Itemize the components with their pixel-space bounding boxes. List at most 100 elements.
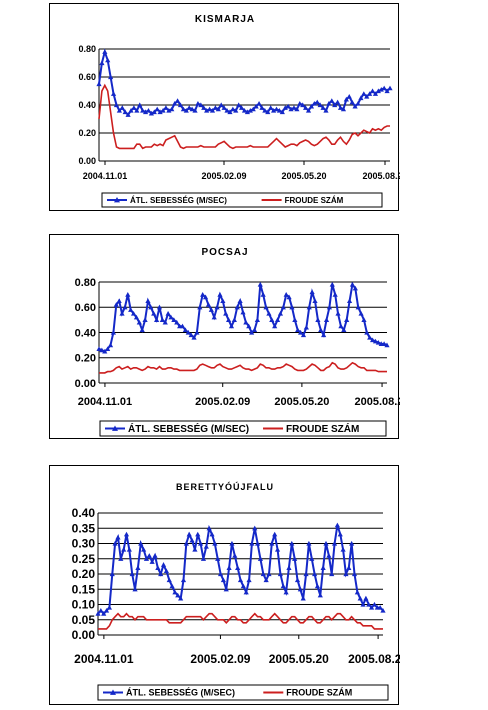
data-point xyxy=(137,102,143,108)
data-point xyxy=(234,304,240,310)
x-tick-label: 2005.05.20 xyxy=(274,396,329,408)
y-tick-label: 0.40 xyxy=(72,506,96,520)
data-point xyxy=(128,307,134,312)
legend-box xyxy=(97,684,389,701)
data-point xyxy=(162,319,168,325)
data-point xyxy=(102,348,108,354)
data-point xyxy=(175,592,181,598)
x-tick-label: 2005.02.09 xyxy=(201,171,246,181)
data-point xyxy=(251,327,258,333)
data-point xyxy=(371,601,378,607)
data-point xyxy=(125,112,131,117)
data-point xyxy=(232,553,238,558)
y-tick-label: 0.25 xyxy=(72,552,96,566)
data-point xyxy=(119,310,125,316)
series-line-velocity xyxy=(98,282,388,353)
data-point xyxy=(257,556,264,561)
data-point xyxy=(217,292,223,297)
data-point xyxy=(295,327,301,333)
data-point xyxy=(96,81,102,87)
data-point xyxy=(364,329,370,335)
data-point xyxy=(166,577,172,583)
data-point xyxy=(320,565,326,570)
data-point xyxy=(215,556,221,561)
data-point xyxy=(223,310,229,316)
data-point xyxy=(252,525,258,531)
data-point xyxy=(143,556,150,561)
data-point xyxy=(254,317,260,322)
data-point xyxy=(96,346,102,351)
data-point xyxy=(106,604,112,610)
y-tick-label: 0.40 xyxy=(78,100,96,110)
data-point xyxy=(151,310,157,316)
data-point xyxy=(204,108,210,113)
chart-svg-berettyoujfalu: BERETTYÓÚJFALU0.000.050.100.150.200.250.… xyxy=(72,481,400,701)
chart-svg-pocsaj: POCSAJ 0.00 0.20 0.40 0.60 0.80 2004.11.01 2005… xyxy=(75,247,400,437)
data-point xyxy=(197,304,203,310)
data-point xyxy=(168,314,174,320)
data-point xyxy=(283,589,289,595)
data-point xyxy=(351,571,358,577)
data-point xyxy=(332,292,338,297)
data-point xyxy=(269,317,275,322)
data-point xyxy=(189,537,195,543)
data-point xyxy=(277,310,284,316)
data-point xyxy=(329,281,335,287)
data-point xyxy=(180,577,187,583)
chart-title-pocsaj: POCSAJ xyxy=(201,247,248,258)
data-point xyxy=(214,304,220,310)
data-point xyxy=(334,522,340,528)
data-point xyxy=(237,577,244,583)
data-point xyxy=(151,109,157,115)
x-tick-label: 2004.11.01 xyxy=(74,652,134,666)
data-point xyxy=(226,565,232,570)
data-point xyxy=(279,109,285,115)
y-tick-label: 0.00 xyxy=(75,378,96,390)
x-tick-label: 2005.08.28 xyxy=(348,652,400,666)
data-point xyxy=(228,323,235,329)
series-line-froude xyxy=(98,612,383,630)
x-tick-label: 2004.11.01 xyxy=(78,396,132,408)
data-point xyxy=(329,571,335,577)
data-point xyxy=(364,94,370,99)
data-point xyxy=(235,565,241,570)
data-point xyxy=(172,589,178,595)
y-tick-label: 0.30 xyxy=(72,537,96,551)
data-point xyxy=(289,304,295,310)
data-point xyxy=(354,589,360,595)
data-point xyxy=(237,298,243,304)
data-point xyxy=(110,91,117,96)
y-tick-label: 0.80 xyxy=(75,277,96,289)
data-point xyxy=(243,319,249,325)
legend-marker xyxy=(114,197,120,203)
data-point xyxy=(186,105,192,110)
data-point xyxy=(300,332,307,338)
data-point xyxy=(240,309,246,315)
data-point xyxy=(378,87,384,92)
data-point xyxy=(321,332,327,338)
data-point xyxy=(122,109,128,115)
series-line-velocity xyxy=(97,524,384,616)
data-point xyxy=(367,91,373,96)
data-point xyxy=(227,109,233,115)
y-tick-label: 0.00 xyxy=(72,628,96,642)
data-point xyxy=(331,540,338,546)
data-point xyxy=(142,109,149,115)
data-point xyxy=(280,583,286,589)
data-point xyxy=(276,108,283,113)
data-point xyxy=(166,108,172,113)
data-point xyxy=(381,341,387,346)
data-point xyxy=(272,531,278,537)
data-point xyxy=(182,327,188,333)
data-point xyxy=(329,98,335,103)
data-point xyxy=(103,608,110,613)
data-point xyxy=(188,332,194,338)
data-point xyxy=(128,108,134,113)
data-point xyxy=(337,105,344,110)
data-point xyxy=(236,102,242,108)
data-point xyxy=(292,317,298,322)
data-point xyxy=(253,103,259,109)
data-point xyxy=(99,60,105,66)
data-point xyxy=(169,583,175,589)
data-point xyxy=(165,310,171,316)
